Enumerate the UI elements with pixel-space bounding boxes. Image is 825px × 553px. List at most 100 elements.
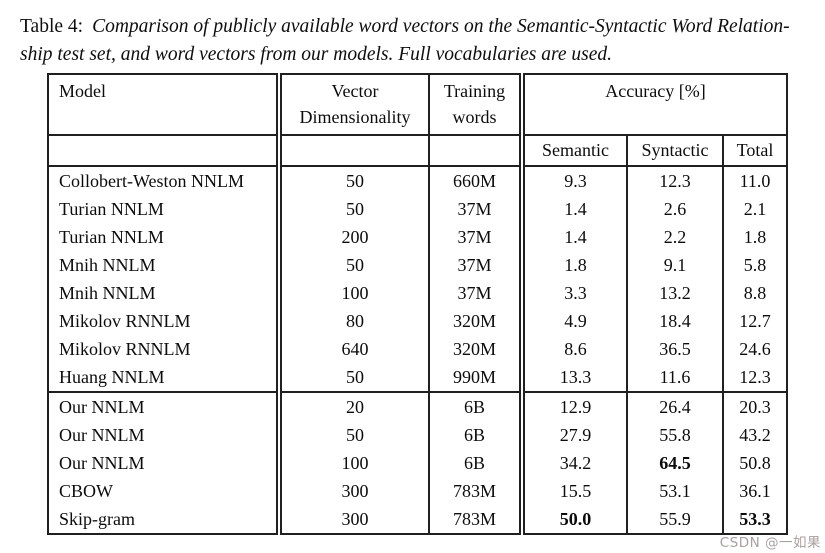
cell-syntactic: 13.2 bbox=[626, 279, 723, 307]
cell-syntactic: 2.2 bbox=[626, 223, 723, 251]
cell-dimensionality: 200 bbox=[276, 223, 429, 251]
cell-syntactic: 18.4 bbox=[626, 307, 723, 335]
caption-text-line2: ship test set, and word vectors from our… bbox=[20, 44, 612, 65]
cell-dimensionality: 50 bbox=[276, 251, 429, 279]
cell-syntactic: 12.3 bbox=[626, 165, 723, 195]
caption-label: Table 4: bbox=[20, 16, 84, 37]
cell-total: 43.2 bbox=[722, 421, 787, 449]
cell-model: Huang NNLM bbox=[59, 367, 165, 387]
table-row: Collobert-Weston NNLM 50 660M 9.3 12.3 1… bbox=[48, 165, 787, 195]
table-row: Mnih NNLM 100 37M 3.3 13.2 8.8 bbox=[48, 279, 787, 307]
cell-semantic: 27.9 bbox=[519, 421, 627, 449]
cell-model: Skip-gram bbox=[59, 509, 135, 529]
cell-total: 24.6 bbox=[722, 335, 787, 363]
cell-dimensionality: 100 bbox=[276, 279, 429, 307]
header-model: Model bbox=[59, 81, 106, 101]
table-row: Our NNLM 100 6B 34.2 64.5 50.8 bbox=[48, 449, 787, 477]
cell-training-words: 660M bbox=[428, 165, 522, 195]
cell-training-words: 37M bbox=[428, 279, 522, 307]
cell-dimensionality: 100 bbox=[276, 449, 429, 477]
cell-model: Mnih NNLM bbox=[59, 255, 156, 275]
cell-empty bbox=[48, 134, 279, 166]
cell-dimensionality: 50 bbox=[276, 363, 429, 392]
cell-total: 12.7 bbox=[722, 307, 787, 335]
table-row: Our NNLM 50 6B 27.9 55.8 43.2 bbox=[48, 421, 787, 449]
cell-model: Our NNLM bbox=[48, 391, 279, 421]
cell-semantic: 3.3 bbox=[519, 279, 627, 307]
cell-syntactic: 55.9 bbox=[626, 505, 723, 534]
subheader-total: Total bbox=[722, 134, 787, 166]
cell-empty bbox=[276, 134, 429, 166]
header-training-line2: words bbox=[452, 107, 497, 127]
cell-model: Our NNLM bbox=[59, 453, 145, 473]
cell-model: Collobert-Weston NNLM bbox=[48, 165, 279, 195]
cell-dimensionality: 50 bbox=[276, 195, 429, 223]
cell-training-words: 783M bbox=[428, 505, 522, 534]
cell-semantic: 34.2 bbox=[519, 449, 627, 477]
cell-syntactic: 2.6 bbox=[626, 195, 723, 223]
table-row: Mikolov RNNLM 640 320M 8.6 36.5 24.6 bbox=[48, 335, 787, 363]
cell-semantic: 50.0 bbox=[519, 505, 627, 534]
header-vector-line2: Dimensionality bbox=[299, 107, 411, 127]
cell-syntactic: 11.6 bbox=[626, 363, 723, 392]
cell-total: 2.1 bbox=[722, 195, 787, 223]
cell-training-words: 990M bbox=[428, 363, 522, 392]
cell-total: 20.3 bbox=[722, 391, 787, 421]
table-row: CBOW 300 783M 15.5 53.1 36.1 bbox=[48, 477, 787, 505]
cell-training-words: 783M bbox=[428, 477, 522, 505]
cell-total: 36.1 bbox=[722, 477, 787, 505]
caption-line-2: ship test set, and word vectors from our… bbox=[20, 41, 814, 69]
cell-semantic: 12.9 bbox=[519, 391, 627, 421]
cell-total: 50.8 bbox=[722, 449, 787, 477]
cell-semantic: 15.5 bbox=[519, 477, 627, 505]
table-row: Our NNLM 20 6B 12.9 26.4 20.3 bbox=[48, 391, 787, 421]
header-vector-line1: Vector bbox=[331, 81, 379, 101]
cell-model: Turian NNLM bbox=[59, 199, 164, 219]
cell-training-words: 6B bbox=[428, 449, 522, 477]
cell-training-words: 37M bbox=[428, 223, 522, 251]
cell-model: Turian NNLM bbox=[59, 227, 164, 247]
table-row: Mnih NNLM 50 37M 1.8 9.1 5.8 bbox=[48, 251, 787, 279]
cell-training-words: 320M bbox=[428, 307, 522, 335]
cell-syntactic: 53.1 bbox=[626, 477, 723, 505]
table-header-row: Model Vector Dimensionality Training wor… bbox=[48, 74, 787, 135]
cell-training-words: 320M bbox=[428, 335, 522, 363]
caption-text-line1: Comparison of publicly available word ve… bbox=[92, 16, 790, 37]
cell-syntactic: 55.8 bbox=[626, 421, 723, 449]
caption-line-1: Table 4: Comparison of publicly available… bbox=[20, 13, 814, 41]
cell-semantic: 1.8 bbox=[519, 251, 627, 279]
cell-dimensionality: 80 bbox=[276, 307, 429, 335]
header-accuracy: Accuracy [%] bbox=[519, 74, 787, 135]
table-row: Turian NNLM 200 37M 1.4 2.2 1.8 bbox=[48, 223, 787, 251]
subheader-semantic: Semantic bbox=[519, 134, 627, 166]
table-row: Turian NNLM 50 37M 1.4 2.6 2.1 bbox=[48, 195, 787, 223]
header-training-line1: Training bbox=[443, 81, 506, 101]
cell-total: 53.3 bbox=[722, 505, 787, 534]
cell-semantic: 1.4 bbox=[519, 195, 627, 223]
cell-training-words: 6B bbox=[428, 391, 522, 421]
cell-training-words: 37M bbox=[428, 251, 522, 279]
cell-training-words: 37M bbox=[428, 195, 522, 223]
cell-model: Mikolov RNNLM bbox=[59, 339, 191, 359]
cell-dimensionality: 640 bbox=[276, 335, 429, 363]
cell-total: 1.8 bbox=[722, 223, 787, 251]
cell-total: 11.0 bbox=[722, 165, 787, 195]
cell-model: Mnih NNLM bbox=[59, 283, 156, 303]
table-row: Mikolov RNNLM 80 320M 4.9 18.4 12.7 bbox=[48, 307, 787, 335]
cell-semantic: 13.3 bbox=[519, 363, 627, 392]
cell-total: 5.8 bbox=[722, 251, 787, 279]
header-vector-dimensionality: Vector Dimensionality bbox=[276, 74, 429, 135]
cell-total: 12.3 bbox=[722, 363, 787, 392]
table-caption: Table 4: Comparison of publicly available… bbox=[20, 13, 814, 69]
cell-syntactic: 64.5 bbox=[626, 449, 723, 477]
cell-total: 8.8 bbox=[722, 279, 787, 307]
cell-syntactic: 26.4 bbox=[626, 391, 723, 421]
cell-model: Mikolov RNNLM bbox=[59, 311, 191, 331]
header-training-words: Training words bbox=[428, 74, 522, 135]
results-table: Model Vector Dimensionality Training wor… bbox=[47, 73, 788, 535]
cell-semantic: 8.6 bbox=[519, 335, 627, 363]
cell-syntactic: 9.1 bbox=[626, 251, 723, 279]
cell-dimensionality: 300 bbox=[276, 505, 429, 534]
cell-semantic: 1.4 bbox=[519, 223, 627, 251]
